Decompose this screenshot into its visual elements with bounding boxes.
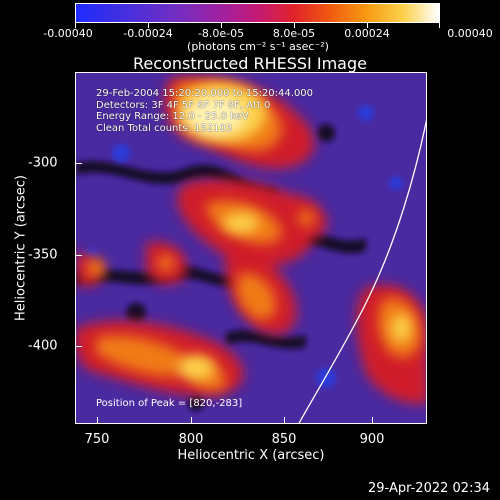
y-tick (75, 255, 82, 256)
y-tick-label: -400 (28, 338, 58, 354)
rhessi-image-plot: 29-Feb-2004 15:20:20.000 to 15:20:44.000… (75, 72, 427, 424)
colorbar-tick-label: -8.0e-05 (197, 27, 245, 40)
colorbar-tick-label: -0.00040 (43, 27, 93, 40)
observation-info: 29-Feb-2004 15:20:20.000 to 15:20:44.000… (96, 88, 313, 134)
colorbar-tick-label: -0.00024 (123, 27, 173, 40)
colorbar-tick (221, 23, 222, 28)
x-tick-label: 800 (178, 432, 204, 447)
y-tick (75, 163, 82, 164)
x-tick (284, 417, 285, 424)
colorbar-tick-label: 0.00024 (344, 27, 390, 40)
y-tick (75, 346, 82, 347)
plot-title: Reconstructed RHESSI Image (133, 54, 367, 73)
colorbar-tick (439, 23, 440, 28)
colorbar (75, 3, 440, 23)
emission-peak (176, 83, 411, 380)
solar-limb-line (298, 119, 426, 423)
x-tick-label: 750 (84, 432, 110, 447)
generation-timestamp: 29-Apr-2022 02:34 (368, 481, 490, 496)
clean-counts-text: Clean Total counts: 152103 (96, 122, 233, 134)
rhessi-image (76, 73, 426, 423)
y-tick-label: -300 (28, 155, 58, 171)
x-tick-label: 850 (271, 432, 297, 447)
colorbar-tick (367, 23, 368, 28)
colorbar-units-label: (photons cm⁻² s⁻¹ asec⁻²) (187, 40, 329, 53)
colorbar-tick-label: 8.0e-05 (272, 27, 316, 40)
x-tick (191, 417, 192, 424)
colorbar-tick (148, 23, 149, 28)
peak-position-text: Position of Peak = [820,-283] (96, 398, 243, 409)
y-axis-label: Heliocentric Y (arcsec) (13, 175, 29, 321)
blue-spots (85, 105, 403, 388)
colorbar-tick-label: 0.00040 (447, 27, 493, 40)
x-tick-label: 900 (359, 432, 385, 447)
colorbar-tick (75, 23, 76, 28)
x-tick (372, 417, 373, 424)
colorbar-tick (294, 23, 295, 28)
detectors-text: Detectors: 3F 4F 5F 6F 7F 8F, Att 0 (96, 99, 271, 111)
x-tick (97, 417, 98, 424)
time-range-text: 29-Feb-2004 15:20:20.000 to 15:20:44.000 (96, 88, 314, 99)
x-axis-label: Heliocentric X (arcsec) (177, 448, 325, 463)
y-tick-label: -350 (28, 247, 58, 263)
energy-range-text: Energy Range: 12.0 - 25.0 keV (96, 111, 249, 122)
